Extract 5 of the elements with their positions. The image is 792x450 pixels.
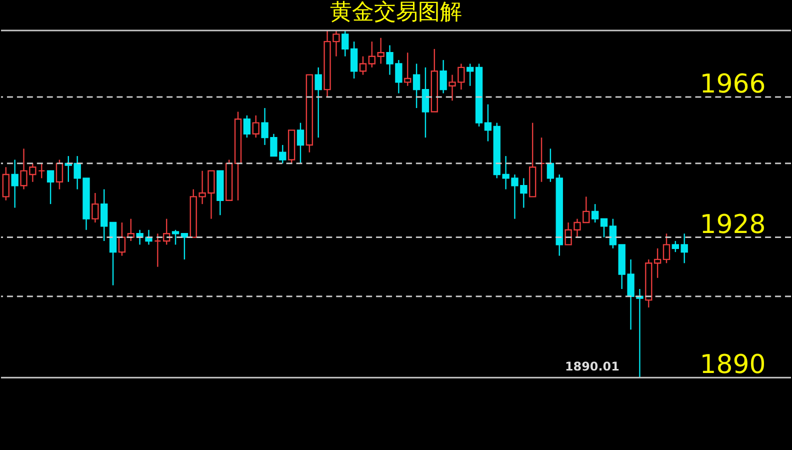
y-tick-label: 1928 xyxy=(700,210,766,240)
y-tick-label: 1966 xyxy=(700,69,766,100)
annotation: 1890.01 xyxy=(564,360,620,374)
chart-title: 黄金交易图解 xyxy=(330,0,462,25)
y-tick-label: 1890 xyxy=(700,350,766,380)
